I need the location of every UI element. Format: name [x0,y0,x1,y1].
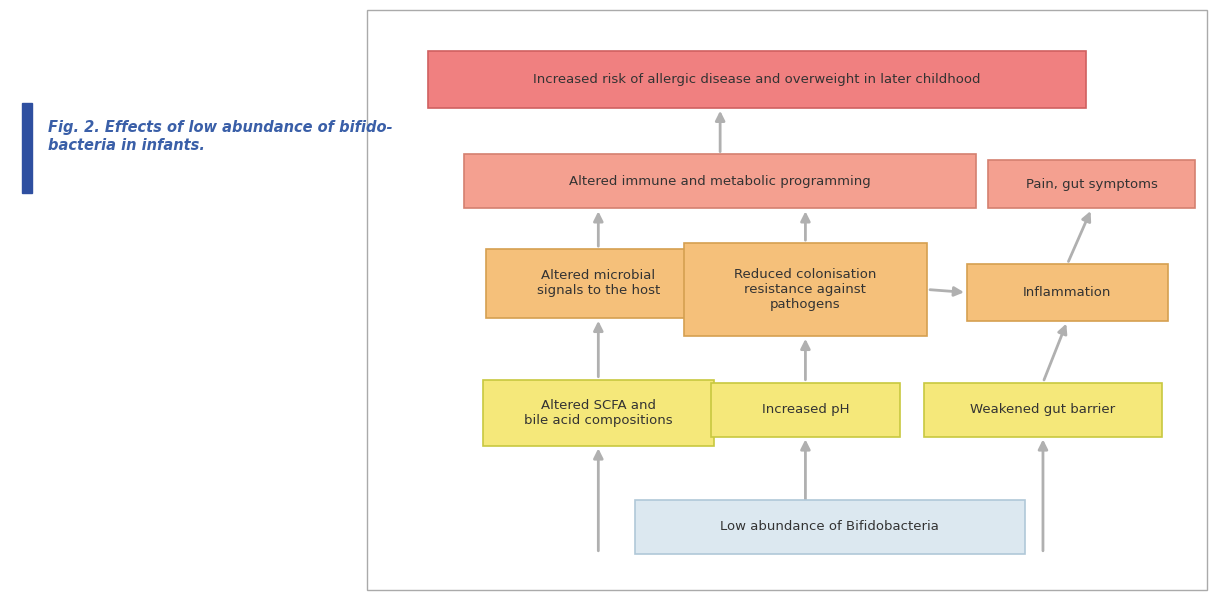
FancyBboxPatch shape [711,382,900,437]
FancyBboxPatch shape [924,382,1161,437]
FancyBboxPatch shape [635,499,1024,554]
Text: Fig. 2. Effects of low abundance of bifido-
bacteria in infants.: Fig. 2. Effects of low abundance of bifi… [48,120,392,153]
FancyBboxPatch shape [967,264,1167,321]
Text: Altered SCFA and
bile acid compositions: Altered SCFA and bile acid compositions [524,399,673,426]
Text: Reduced colonisation
resistance against
pathogens: Reduced colonisation resistance against … [734,268,877,311]
FancyBboxPatch shape [366,10,1208,590]
Text: Inflammation: Inflammation [1023,286,1111,299]
FancyBboxPatch shape [988,160,1195,209]
Text: Weakened gut barrier: Weakened gut barrier [971,403,1116,416]
Text: Pain, gut symptoms: Pain, gut symptoms [1026,178,1158,191]
FancyBboxPatch shape [482,379,714,446]
Bar [22,104,32,194]
FancyBboxPatch shape [427,51,1085,108]
Text: Altered immune and metabolic programming: Altered immune and metabolic programming [569,175,871,188]
FancyBboxPatch shape [464,154,976,209]
Text: Increased pH: Increased pH [762,403,849,416]
Text: Altered microbial
signals to the host: Altered microbial signals to the host [537,270,659,297]
Text: Increased risk of allergic disease and overweight in later childhood: Increased risk of allergic disease and o… [532,73,980,86]
FancyBboxPatch shape [486,249,711,318]
Text: Low abundance of Bifidobacteria: Low abundance of Bifidobacteria [720,520,939,533]
FancyBboxPatch shape [684,243,927,336]
